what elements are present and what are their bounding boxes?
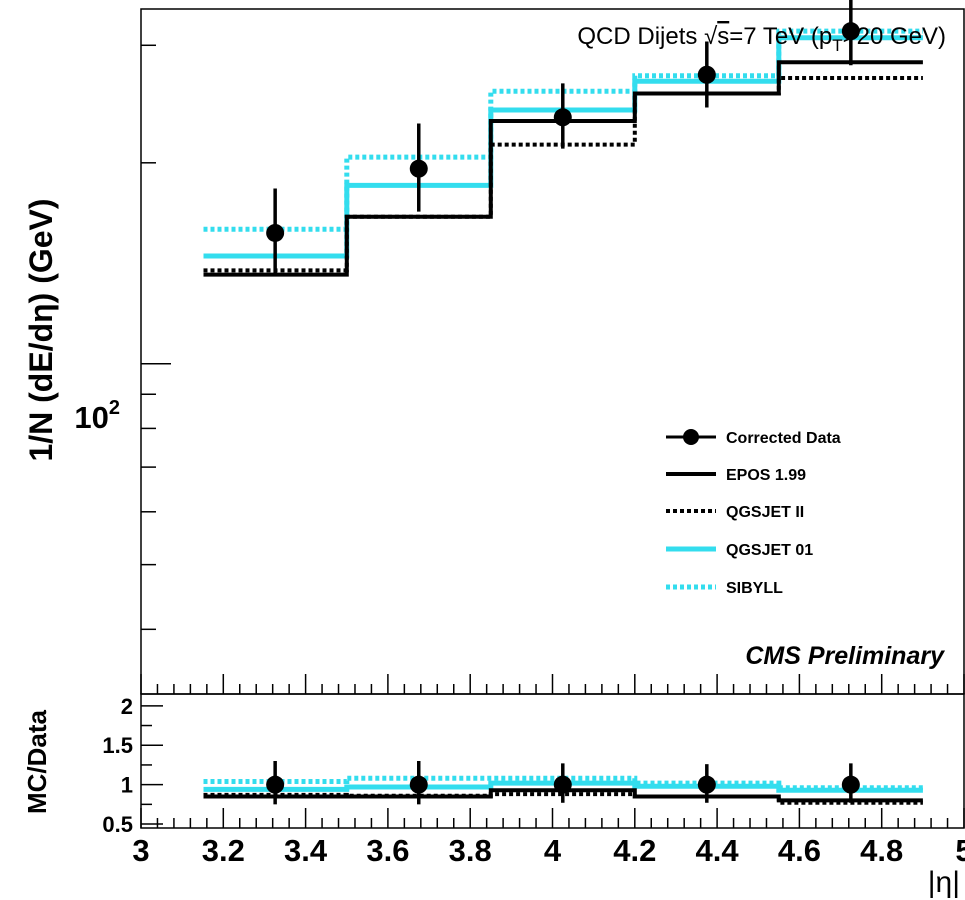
ratio-y-tick-label: 0.5 <box>102 812 133 837</box>
legend-marker-point <box>683 429 699 445</box>
main-series-steps <box>203 28 923 277</box>
title-suffix: >20 GeV) <box>843 23 946 50</box>
x-tick-label: 5 <box>955 833 965 868</box>
ratio-y-ticks <box>141 705 163 825</box>
x-tick-label: 3 <box>132 833 149 868</box>
title-root-sign: √ <box>704 23 718 50</box>
data-point <box>841 775 860 794</box>
legend-entry-qgsjet-01: QGSJET 01 <box>666 542 813 559</box>
main-x-ticks <box>140 674 965 694</box>
ratio-y-tick-labels: 0.5 1 1.5 2 <box>102 694 133 837</box>
data-point <box>266 223 285 242</box>
x-tick-labels: 3 3.2 3.4 3.6 3.8 4 4.2 4.4 4.6 4.8 5 <box>132 833 965 868</box>
x-tick-label: 4.4 <box>696 833 740 868</box>
x-tick-label: 4.2 <box>613 833 656 868</box>
legend-label-qgsjet-01: QGSJET 01 <box>726 542 813 559</box>
ratio-y-tick-label: 1 <box>121 773 133 798</box>
ratio-y-tick-label: 1.5 <box>102 733 133 758</box>
legend-entry-qgsjet-ii: QGSJET II <box>666 504 804 521</box>
data-point <box>553 775 572 794</box>
data-point <box>841 22 860 41</box>
x-tick-label: 3.8 <box>449 833 492 868</box>
data-point <box>409 775 428 794</box>
ratio-data-points <box>266 761 860 805</box>
title-root-s: s <box>717 23 729 50</box>
y-tick-label-exponent: 2 <box>109 397 120 419</box>
x-axis-title: |η| <box>928 866 960 899</box>
ratio-y-axis-title: MC/Data <box>22 709 52 814</box>
x-tick-label: 4 <box>544 833 562 868</box>
y-tick-label-100: 102 <box>74 397 120 435</box>
main-y-ticks <box>141 44 171 631</box>
ratio-y-tick-label: 2 <box>121 694 133 719</box>
data-point <box>266 775 285 794</box>
data-point <box>553 108 572 127</box>
step-line-epos-1-99 <box>203 788 923 803</box>
legend-entry-corrected-data: Corrected Data <box>666 429 841 447</box>
legend-label-corrected-data: Corrected Data <box>726 430 841 447</box>
title-mid: =7 TeV (p <box>729 23 832 50</box>
legend-label-qgsjet-ii: QGSJET II <box>726 504 804 521</box>
cms-preliminary-label: CMS Preliminary <box>745 642 945 670</box>
chart-title: QCD Dijets √s=7 TeV (pT>20 GeV) <box>577 23 946 55</box>
legend: Corrected Data EPOS 1.99 QGSJET II QGSJE… <box>666 429 841 597</box>
x-tick-label: 3.2 <box>202 833 245 868</box>
main-data-points <box>266 0 860 275</box>
title-prefix: QCD Dijets <box>577 23 704 50</box>
x-tick-label: 4.8 <box>860 833 903 868</box>
data-point <box>697 65 716 84</box>
ratio-plot-frame <box>140 693 965 829</box>
main-y-axis-title: 1/N (dE/dη) (GeV) <box>23 198 59 461</box>
legend-label-epos: EPOS 1.99 <box>726 467 806 484</box>
legend-entry-sibyll: SIBYLL <box>666 580 783 597</box>
y-tick-label-base: 10 <box>74 400 108 435</box>
data-point <box>697 775 716 794</box>
main-plot-panel: QCD Dijets √s=7 TeV (pT>20 GeV) CMS Prel… <box>23 0 965 695</box>
ratio-plot-panel: 0.5 1 1.5 2 3 3.2 3.4 3.6 3.8 4 4.2 4.4 4.6 4.8 5 MC/… <box>22 693 965 899</box>
ratio-x-ticks <box>140 808 965 828</box>
x-tick-label: 3.4 <box>284 833 328 868</box>
data-point <box>409 159 428 178</box>
legend-entry-epos: EPOS 1.99 <box>666 467 806 484</box>
x-tick-label: 4.6 <box>778 833 821 868</box>
legend-label-sibyll: SIBYLL <box>726 580 783 597</box>
title-subscript: T <box>832 36 842 55</box>
x-tick-label: 3.6 <box>366 833 409 868</box>
